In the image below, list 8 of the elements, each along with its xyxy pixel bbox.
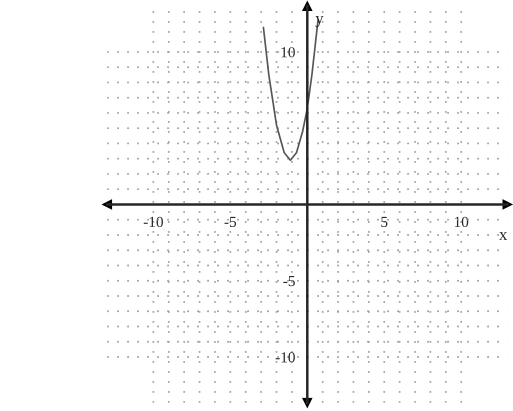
- y-tick-label: -5: [283, 276, 295, 286]
- x-tick-label: 10: [454, 216, 468, 228]
- y-tick-label: -10: [276, 352, 295, 362]
- y-tick-label: 10: [282, 47, 295, 58]
- x-tick-label: -10: [144, 216, 163, 228]
- x-tick-label: 5: [381, 216, 388, 228]
- x-axis-title: x: [499, 232, 508, 240]
- x-tick-label: -5: [224, 216, 236, 228]
